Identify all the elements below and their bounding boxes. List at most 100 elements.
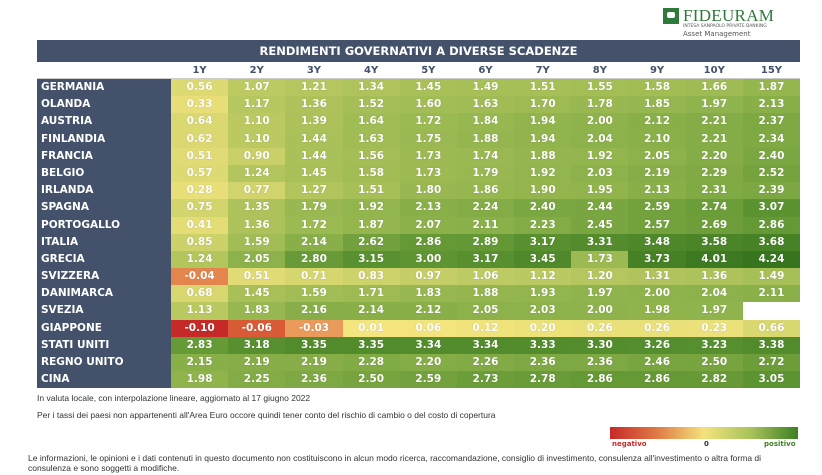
heatmap-cell: 2.26 xyxy=(456,354,515,372)
heatmap-cell: 2.39 xyxy=(742,182,801,200)
heatmap-cell: 2.03 xyxy=(514,302,572,320)
legend-zero: 0 xyxy=(704,440,709,448)
heatmap-cell: 1.83 xyxy=(399,285,457,303)
heatmap-cell: 0.56 xyxy=(170,79,229,97)
heatmap-cell: 2.74 xyxy=(685,199,743,217)
heatmap-cell: 1.94 xyxy=(514,130,572,148)
heatmap-cell: 0.26 xyxy=(571,319,629,337)
heatmap-cell: 0.51 xyxy=(228,268,286,286)
heatmap-cell: 1.24 xyxy=(170,250,229,269)
heatmap-cell: 2.57 xyxy=(628,216,686,234)
yield-heatmap-table: 1Y 2Y 3Y 4Y 5Y 6Y 7Y 8Y 9Y 10Y 15Y GERMANIA 0.56 1.07… xyxy=(37,64,801,389)
heatmap-cell: 2.05 xyxy=(228,250,286,269)
heatmap-cell: 2.36 xyxy=(571,354,629,372)
heatmap-cell: 2.78 xyxy=(514,371,572,389)
table-row: ITALIA 0.85 1.59 2.14 2.62 2.86 2.89 3.17 3.31 3.… xyxy=(37,233,801,251)
heatmap-cell: 2.40 xyxy=(742,147,801,165)
heatmap-cell: 2.83 xyxy=(170,336,229,354)
heatmap-cell xyxy=(742,302,801,320)
heatmap-cell: 2.05 xyxy=(456,302,515,320)
heatmap-cell: 1.10 xyxy=(228,113,286,131)
heatmap-cell: 1.51 xyxy=(514,79,572,97)
table-row: BELGIO 0.57 1.24 1.45 1.58 1.73 1.79 1.92 2.03 2.… xyxy=(37,164,801,183)
heatmap-cell: 1.45 xyxy=(285,164,343,183)
heatmap-cell: 2.69 xyxy=(685,216,743,234)
note-fx-risk: Per i tassi dei paesi non appartenenti a… xyxy=(37,410,496,420)
heatmap-cell: 2.80 xyxy=(285,250,343,269)
column-header: 15Y xyxy=(760,65,783,76)
country-label: DANIMARCA xyxy=(37,285,171,303)
heatmap-cell: 1.49 xyxy=(742,268,801,286)
heatmap-cell: 3.73 xyxy=(628,250,686,269)
heatmap-cell: 1.27 xyxy=(285,182,343,200)
heatmap-cell: 2.13 xyxy=(399,199,457,217)
country-label: PORTOGALLO xyxy=(37,216,171,234)
heatmap-cell: 3.48 xyxy=(628,233,686,251)
heatmap-cell: 1.58 xyxy=(628,79,686,97)
heatmap-cell: 1.52 xyxy=(342,96,400,114)
heatmap-cell: 0.64 xyxy=(170,113,229,131)
heatmap-cell: 1.49 xyxy=(456,79,515,97)
heatmap-cell: 0.85 xyxy=(170,233,229,251)
heatmap-cell: 3.34 xyxy=(456,336,515,354)
heatmap-cell: 1.97 xyxy=(685,96,743,114)
country-label: OLANDA xyxy=(37,96,171,114)
heatmap-cell: 1.20 xyxy=(571,268,629,286)
table-row: AUSTRIA 0.64 1.10 1.39 1.64 1.72 1.84 1.94 2.00 2… xyxy=(37,113,801,131)
heatmap-cell: 1.64 xyxy=(342,113,400,131)
column-header: 8Y xyxy=(592,65,607,76)
heatmap-cell: 1.17 xyxy=(228,96,286,114)
heatmap-cell: -0.04 xyxy=(170,268,229,286)
heatmap-cell: 2.05 xyxy=(628,147,686,165)
heatmap-cell: 1.70 xyxy=(514,96,572,114)
heatmap-cell: 1.60 xyxy=(399,96,457,114)
heatmap-cell: 2.24 xyxy=(456,199,515,217)
heatmap-cell: 2.25 xyxy=(228,371,286,389)
heatmap-cell: 1.86 xyxy=(456,182,515,200)
heatmap-cell: 1.44 xyxy=(285,130,343,148)
heatmap-cell: 2.12 xyxy=(399,302,457,320)
country-label: IRLANDA xyxy=(37,182,171,200)
heatmap-cell: 1.73 xyxy=(399,164,457,183)
heatmap-cell: 2.14 xyxy=(342,302,400,320)
heatmap-cell: 2.40 xyxy=(514,199,572,217)
country-label: BELGIO xyxy=(37,164,171,183)
heatmap-cell: 3.68 xyxy=(742,233,801,251)
heatmap-cell: 3.33 xyxy=(514,336,572,354)
heatmap-cell: 2.19 xyxy=(228,354,286,372)
heatmap-cell: 2.72 xyxy=(742,354,801,372)
heatmap-cell: 2.59 xyxy=(628,199,686,217)
heatmap-cell: 1.84 xyxy=(456,113,515,131)
color-scale-legend xyxy=(610,427,798,439)
heatmap-cell: 2.00 xyxy=(628,285,686,303)
heatmap-cell: 4.01 xyxy=(685,250,743,269)
heatmap-cell: 1.78 xyxy=(571,96,629,114)
heatmap-cell: 0.75 xyxy=(170,199,229,217)
heatmap-cell: 2.20 xyxy=(399,354,457,372)
heatmap-cell: 2.86 xyxy=(742,216,801,234)
country-label: AUSTRIA xyxy=(37,113,171,131)
heatmap-cell: 2.21 xyxy=(685,113,743,131)
heatmap-cell: 1.10 xyxy=(228,130,286,148)
heatmap-cell: 1.06 xyxy=(456,268,515,286)
heatmap-cell: -0.03 xyxy=(285,319,343,337)
heatmap-cell: 1.88 xyxy=(456,285,515,303)
heatmap-cell: 0.28 xyxy=(170,182,229,200)
heatmap-cell: 3.18 xyxy=(228,336,286,354)
heatmap-cell: 3.05 xyxy=(742,371,801,389)
heatmap-cell: 3.30 xyxy=(571,336,629,354)
country-label: GIAPPONE xyxy=(37,319,171,337)
heatmap-cell: 2.59 xyxy=(399,371,457,389)
table-row: FINLANDIA 0.62 1.10 1.44 1.63 1.75 1.88 1.94 2.0… xyxy=(37,130,801,148)
heatmap-cell: 0.01 xyxy=(342,319,400,337)
fideuram-logo: FIDEURAM INTESA SANPAOLO PRIVATE BANKING… xyxy=(663,6,803,38)
heatmap-cell: 2.14 xyxy=(285,233,343,251)
heatmap-cell: 1.83 xyxy=(228,302,286,320)
heatmap-cell: 1.21 xyxy=(285,79,343,97)
country-label: SPAGNA xyxy=(37,199,171,217)
heatmap-cell: 4.24 xyxy=(742,250,801,269)
heatmap-cell: 0.57 xyxy=(170,164,229,183)
heatmap-cell: 2.89 xyxy=(456,233,515,251)
heatmap-cell: 1.39 xyxy=(285,113,343,131)
table-row: CINA 1.98 2.25 2.36 2.50 2.59 2.73 2.78 2.86 2.86… xyxy=(37,371,801,389)
